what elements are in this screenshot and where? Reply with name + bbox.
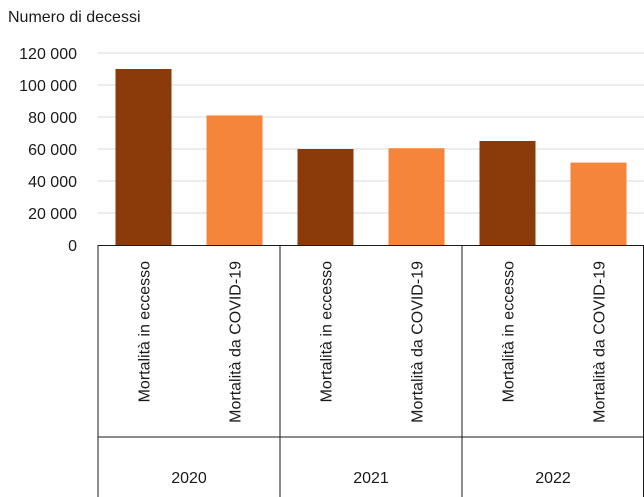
x-category-label: Mortalità da COVID-19 [410,261,427,423]
y-axis-title: Numero di decessi [8,9,141,26]
bar [388,148,445,245]
y-tick-label: 80 000 [28,110,77,127]
x-category-label: Mortalità in eccesso [137,261,154,402]
bar [206,115,263,246]
y-tick-label: 40 000 [28,174,77,191]
x-group-label: 2022 [535,470,571,487]
x-category-label: Mortalità in eccesso [319,261,336,402]
y-tick-label: 60 000 [28,142,77,159]
y-tick-label: 120 000 [19,46,77,63]
x-group-label: 2021 [353,470,389,487]
gridlines [98,52,644,214]
x-group-label: 2020 [171,470,207,487]
y-tick-label: 20 000 [28,206,77,223]
bar [479,141,536,245]
x-category-label: Mortalità da COVID-19 [592,261,609,423]
bar [115,69,172,245]
y-tick-label: 100 000 [19,78,77,95]
x-category-label: Mortalità in eccesso [501,261,518,402]
y-axis-ticks: 0 20 000 40 000 60 000 80 000 100 000 120 000 [19,46,77,255]
bars [115,69,627,246]
y-tick-label: 0 [68,238,77,255]
bar [297,149,354,245]
x-axis: Mortalità in eccesso Mortalità da COVID-1… [97,245,644,497]
bar [570,162,627,245]
x-category-label: Mortalità da COVID-19 [228,261,245,423]
